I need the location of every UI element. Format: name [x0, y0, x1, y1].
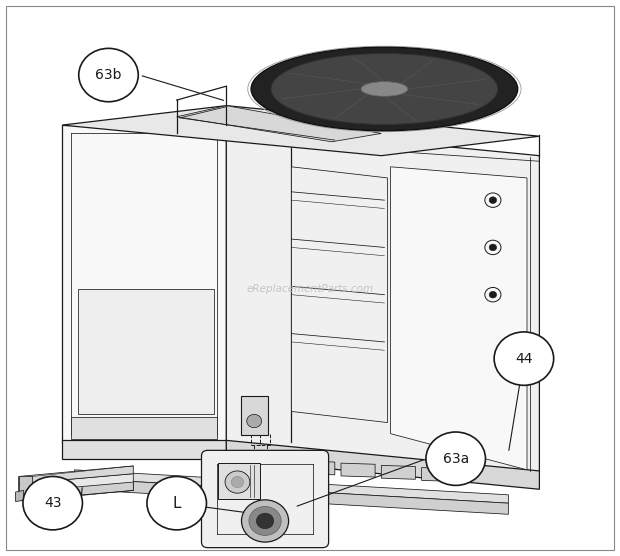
Circle shape	[231, 476, 244, 488]
Text: 63a: 63a	[443, 451, 469, 466]
Circle shape	[489, 244, 497, 251]
Polygon shape	[226, 125, 539, 473]
Polygon shape	[391, 167, 527, 470]
Polygon shape	[226, 440, 539, 489]
Polygon shape	[381, 465, 415, 479]
Polygon shape	[177, 106, 381, 142]
Ellipse shape	[361, 82, 408, 96]
Circle shape	[257, 513, 274, 529]
Circle shape	[489, 197, 497, 203]
Polygon shape	[78, 289, 214, 414]
Circle shape	[242, 500, 289, 542]
Text: 43: 43	[44, 496, 61, 510]
Text: 44: 44	[515, 351, 533, 366]
Ellipse shape	[271, 53, 498, 125]
Text: L: L	[172, 496, 181, 510]
Polygon shape	[71, 417, 217, 439]
Polygon shape	[62, 440, 226, 459]
Ellipse shape	[251, 47, 518, 131]
Text: 63b: 63b	[95, 68, 122, 82]
Circle shape	[147, 476, 206, 530]
Polygon shape	[62, 125, 226, 442]
Polygon shape	[291, 167, 388, 423]
Polygon shape	[19, 476, 32, 500]
Circle shape	[249, 507, 281, 535]
Polygon shape	[19, 466, 133, 484]
Text: eReplacementParts.com: eReplacementParts.com	[246, 284, 374, 294]
FancyBboxPatch shape	[202, 450, 329, 548]
Polygon shape	[19, 474, 133, 500]
Polygon shape	[422, 468, 456, 481]
Polygon shape	[301, 461, 335, 475]
Polygon shape	[341, 463, 375, 477]
FancyBboxPatch shape	[241, 396, 268, 435]
Circle shape	[494, 332, 554, 385]
Circle shape	[225, 471, 250, 493]
Circle shape	[426, 432, 485, 485]
Polygon shape	[74, 470, 508, 503]
Polygon shape	[19, 482, 133, 500]
Polygon shape	[16, 490, 24, 502]
Circle shape	[489, 291, 497, 298]
Polygon shape	[62, 106, 539, 156]
Circle shape	[23, 476, 82, 530]
Polygon shape	[260, 459, 294, 473]
Circle shape	[79, 48, 138, 102]
FancyBboxPatch shape	[218, 463, 260, 499]
Circle shape	[247, 414, 262, 428]
Polygon shape	[74, 478, 508, 514]
